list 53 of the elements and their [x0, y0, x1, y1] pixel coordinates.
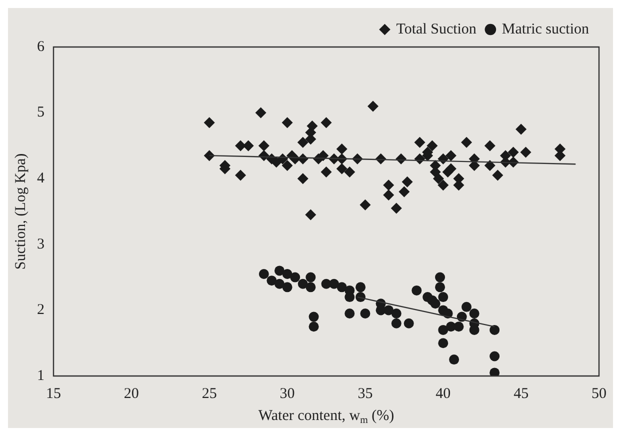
point	[435, 272, 446, 282]
y-tick-label: 2	[37, 302, 44, 318]
point	[329, 278, 340, 289]
y-tick-label: 1	[37, 368, 44, 384]
legend-label: Matric suction	[502, 21, 590, 38]
point	[430, 298, 440, 309]
point	[438, 292, 448, 302]
point	[438, 324, 448, 335]
point	[462, 302, 472, 312]
legend-label: Total Suction	[396, 21, 477, 38]
point	[308, 322, 319, 332]
y-tick-label: 3	[37, 236, 44, 252]
point	[360, 308, 370, 318]
y-tick-label: 4	[37, 170, 45, 187]
point	[282, 269, 292, 280]
point	[435, 282, 446, 292]
point	[258, 269, 269, 280]
x-tick-label: 40	[436, 386, 451, 402]
point	[384, 305, 394, 316]
x-tick-label: 25	[202, 386, 217, 402]
x-tick-label: 35	[358, 386, 373, 402]
point	[490, 351, 500, 362]
point	[391, 318, 402, 328]
point	[282, 282, 292, 292]
point	[266, 276, 277, 286]
point	[306, 282, 316, 292]
point	[344, 292, 355, 302]
point	[391, 308, 402, 318]
point	[290, 272, 300, 282]
point	[344, 308, 355, 318]
point	[404, 318, 414, 328]
y-tick-label: 5	[37, 104, 44, 121]
point	[490, 324, 500, 335]
y-tick-label: 6	[37, 38, 45, 55]
point	[274, 278, 284, 289]
point	[306, 272, 316, 282]
x-tick-label: 20	[124, 386, 139, 402]
x-tick-label: 15	[46, 386, 61, 402]
point	[454, 322, 464, 332]
point	[356, 282, 366, 292]
point	[336, 282, 347, 292]
point	[298, 278, 308, 289]
point	[449, 354, 460, 365]
point	[438, 338, 448, 348]
x-tick-label: 50	[592, 386, 606, 402]
x-tick-label: 30	[280, 386, 295, 402]
point	[412, 285, 422, 296]
point	[490, 368, 500, 376]
y-axis-title: Suction, (Log Kpa)	[12, 153, 29, 270]
x-tick-label: 45	[514, 386, 529, 402]
point	[469, 308, 480, 318]
point	[274, 266, 284, 276]
point	[308, 312, 319, 322]
